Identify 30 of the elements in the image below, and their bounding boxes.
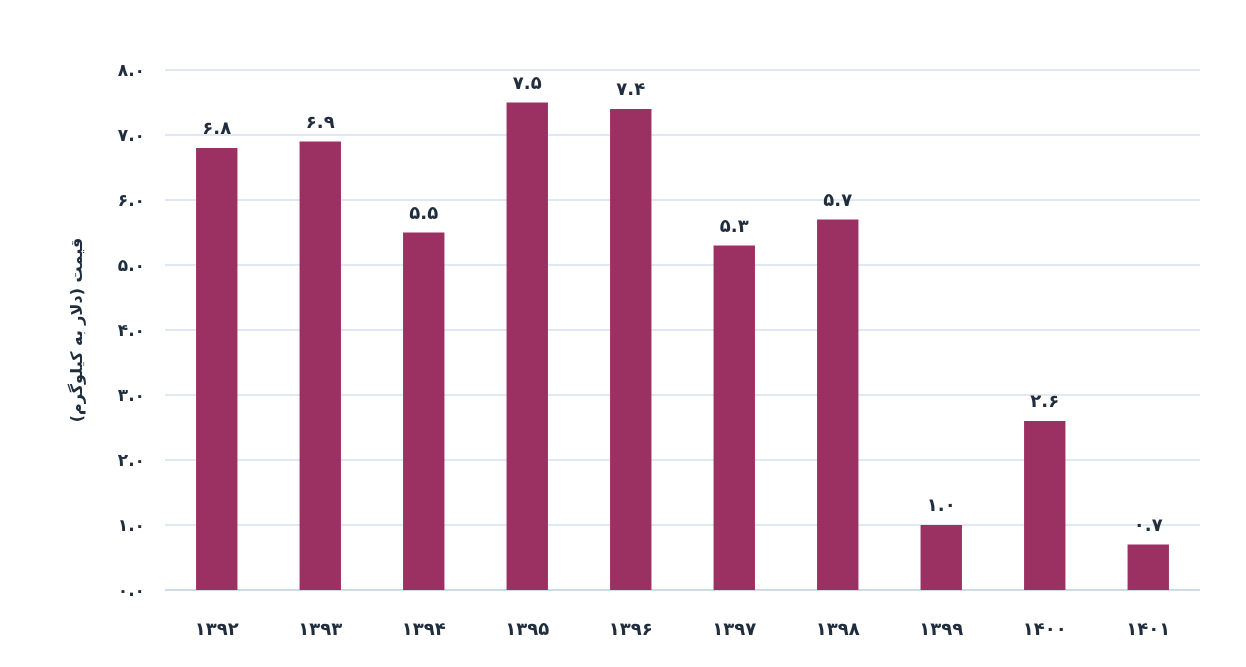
data-label: ۷.۴ — [616, 78, 646, 99]
x-tick-label: ۱۳۹۵ — [505, 618, 550, 639]
y-tick-label: ۷.۰ — [117, 125, 145, 145]
x-tick-label: ۱۳۹۸ — [815, 618, 860, 639]
y-tick-label: ۳.۰ — [117, 385, 145, 405]
x-tick-label: ۱۳۹۶ — [608, 618, 653, 639]
data-label: ۵.۷ — [823, 188, 853, 210]
y-tick-label: ۶.۰ — [117, 190, 145, 210]
y-tick-label: ۲.۰ — [117, 450, 145, 470]
y-tick-label: ۴.۰ — [117, 320, 145, 340]
y-tick-label: ۸.۰ — [117, 60, 145, 80]
data-label: ۰.۷ — [1133, 513, 1163, 535]
x-tick-label: ۱۳۹۴ — [401, 618, 446, 639]
data-label: ۶.۹ — [305, 110, 335, 132]
data-label: ۵.۵ — [409, 201, 439, 223]
x-tick-label: ۱۴۰۱ — [1126, 618, 1171, 639]
x-tick-label: ۱۳۹۹ — [919, 618, 964, 639]
x-tick-label: ۱۳۹۷ — [712, 618, 757, 639]
data-label: ۲.۶ — [1030, 390, 1060, 411]
x-tick-label: ۱۳۹۲ — [194, 618, 239, 639]
x-tick-label: ۱۳۹۳ — [298, 618, 343, 639]
y-tick-label: ۱.۰ — [117, 515, 145, 535]
x-tick-label: ۱۴۰۰ — [1022, 618, 1067, 639]
data-label: ۷.۵ — [512, 71, 542, 93]
data-label: ۱.۰ — [926, 494, 956, 515]
data-label: ۶.۸ — [202, 117, 232, 138]
data-label: ۵.۳ — [719, 214, 749, 236]
y-axis-title: قیمت (دلار به کیلوگرم) — [67, 237, 86, 423]
y-tick-label: ۵.۰ — [117, 255, 145, 275]
y-tick-label: ۰.۰ — [117, 580, 145, 600]
